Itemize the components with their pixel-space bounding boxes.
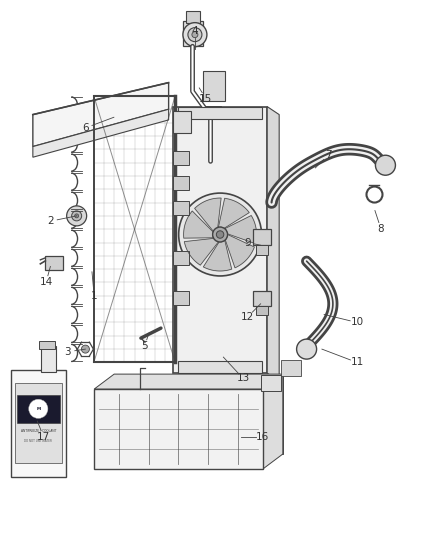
Polygon shape (225, 215, 257, 244)
Text: 3: 3 (64, 347, 71, 357)
Text: 4: 4 (191, 26, 198, 36)
Polygon shape (194, 198, 221, 231)
Bar (256, 306, 268, 316)
Bar (15, 383, 62, 463)
Text: 1: 1 (91, 291, 98, 301)
Text: 5: 5 (141, 342, 148, 351)
Text: M: M (36, 407, 40, 411)
Polygon shape (219, 198, 249, 228)
Text: 6: 6 (82, 123, 89, 133)
Circle shape (212, 227, 228, 242)
Polygon shape (184, 211, 213, 238)
Circle shape (192, 31, 198, 38)
Bar (173, 151, 189, 165)
Bar (202, 71, 225, 101)
Bar (253, 229, 271, 245)
Circle shape (183, 22, 207, 47)
Bar (94, 96, 175, 362)
Bar (173, 291, 189, 305)
Polygon shape (184, 238, 219, 265)
Polygon shape (114, 374, 283, 454)
Bar (173, 176, 189, 190)
Text: DO NOT USE WATER: DO NOT USE WATER (25, 439, 52, 443)
Bar (256, 245, 268, 255)
Circle shape (29, 399, 48, 418)
Polygon shape (94, 374, 283, 389)
Polygon shape (267, 107, 279, 381)
Bar (173, 107, 267, 373)
Circle shape (216, 231, 224, 238)
Text: ANTIFREEZE / COOLANT: ANTIFREEZE / COOLANT (21, 429, 56, 433)
Bar (178, 361, 262, 373)
Bar (202, 106, 220, 128)
Text: 11: 11 (350, 358, 364, 367)
Circle shape (74, 214, 79, 218)
Circle shape (67, 206, 87, 226)
Polygon shape (33, 83, 169, 147)
Bar (173, 251, 189, 265)
Text: 2: 2 (47, 216, 54, 226)
Text: 13: 13 (237, 374, 250, 383)
Bar (46, 256, 64, 270)
Polygon shape (33, 109, 169, 157)
Text: 10: 10 (350, 318, 364, 327)
Bar (39, 341, 56, 349)
Circle shape (72, 211, 81, 221)
Bar (281, 360, 301, 376)
Text: 7: 7 (325, 150, 332, 159)
Bar (178, 107, 262, 119)
Text: 14: 14 (39, 278, 53, 287)
Text: 16: 16 (256, 432, 269, 442)
Circle shape (375, 155, 396, 175)
Bar (11, 370, 66, 477)
Bar (183, 21, 202, 46)
Text: 15: 15 (199, 94, 212, 103)
Bar (41, 346, 57, 372)
Circle shape (81, 345, 89, 353)
Text: 12: 12 (241, 312, 254, 322)
Bar (173, 111, 191, 133)
Text: 17: 17 (37, 432, 50, 442)
Polygon shape (263, 374, 283, 469)
Circle shape (188, 28, 202, 42)
Circle shape (179, 193, 261, 276)
Text: 8: 8 (378, 224, 385, 234)
Polygon shape (203, 240, 232, 271)
Polygon shape (94, 389, 263, 469)
Circle shape (297, 339, 317, 359)
Bar (173, 201, 189, 215)
Text: 9: 9 (244, 238, 251, 247)
Bar (253, 292, 271, 306)
Polygon shape (225, 235, 254, 268)
Bar (261, 375, 281, 391)
Bar (17, 395, 60, 423)
Bar (186, 11, 200, 23)
